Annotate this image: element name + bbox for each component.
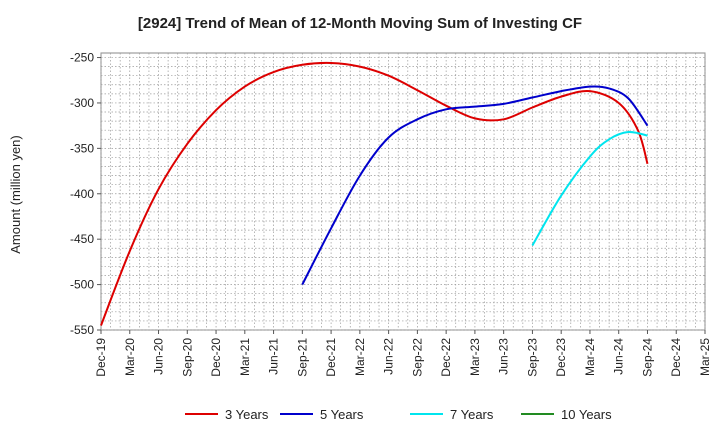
y-tick-label: -550: [70, 323, 94, 337]
legend-label-5-years: 5 Years: [320, 407, 364, 422]
x-tick-label: Dec-24: [669, 338, 683, 377]
x-tick-label: Dec-20: [209, 338, 223, 377]
y-tick-label: -350: [70, 141, 94, 155]
x-tick-label: Jun-20: [152, 338, 166, 375]
legend-label-10-years: 10 Years: [561, 407, 612, 422]
y-tick-label: -450: [70, 232, 94, 246]
x-tick-label: Dec-23: [554, 338, 568, 377]
x-tick-label: Sep-23: [525, 338, 539, 377]
legend: 3 Years 5 Years 7 Years 10 Years: [185, 407, 612, 422]
y-tick-label: -400: [70, 187, 94, 201]
x-tick-label: Mar-24: [583, 338, 597, 376]
x-tick-label: Jun-21: [267, 338, 281, 375]
y-tick-label: -250: [70, 51, 94, 65]
x-tick-label: Jun-22: [382, 338, 396, 375]
x-tick-label: Mar-25: [698, 338, 712, 376]
series-line-5-years: [301, 85, 649, 286]
x-tick-label: Mar-22: [353, 338, 367, 376]
y-tick-label: -300: [70, 96, 94, 110]
x-tick-label: Jun-23: [497, 338, 511, 375]
series-line-3-years: [100, 61, 649, 326]
y-tick-label: -500: [70, 278, 94, 292]
legend-label-7-years: 7 Years: [450, 407, 494, 422]
chart-title: [2924] Trend of Mean of 12-Month Moving …: [138, 15, 582, 32]
y-axis-label: Amount (million yen): [8, 135, 23, 254]
x-tick-label: Mar-21: [238, 338, 252, 376]
x-tick-label: Mar-23: [468, 338, 482, 376]
x-tick-label: Sep-21: [295, 338, 309, 377]
x-tick-label: Sep-22: [410, 338, 424, 377]
legend-label-3-years: 3 Years: [225, 407, 269, 422]
x-tick-label: Sep-24: [640, 338, 654, 377]
x-tick-label: Dec-21: [324, 338, 338, 377]
x-tick-label: Dec-19: [94, 338, 108, 377]
x-tick-label: Sep-20: [180, 338, 194, 377]
x-tick-label: Dec-22: [439, 338, 453, 377]
x-tick-label: Jun-24: [612, 338, 626, 375]
x-tick-label: Mar-20: [123, 338, 137, 376]
plot-frame: [100, 52, 706, 331]
series-line-7-years: [531, 130, 648, 247]
